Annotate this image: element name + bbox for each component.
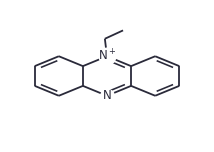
Text: N: N xyxy=(103,89,111,102)
Text: N$^+$: N$^+$ xyxy=(98,49,116,64)
